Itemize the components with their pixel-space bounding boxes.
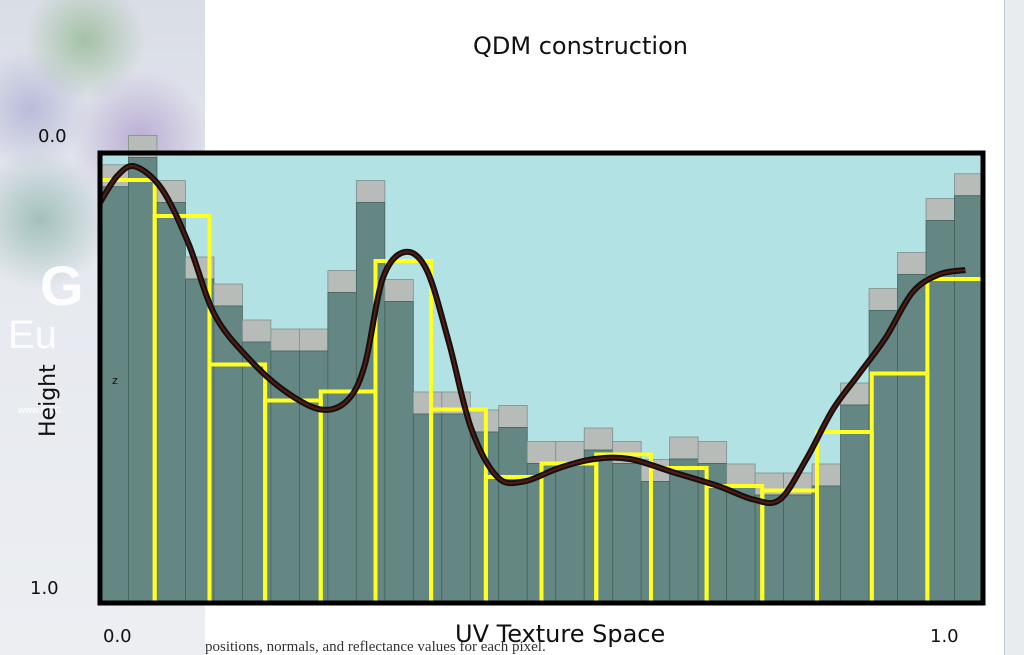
fine-bar [726,485,756,604]
y-tick-top: 0.0 [38,126,67,147]
x-axis-label: UV Texture Space [455,620,666,648]
fine-bar [754,494,785,604]
fine-height-bars [99,135,984,604]
fine-bar-top [498,405,528,428]
y-tick-bottom: 1.0 [30,578,59,599]
fine-bar-top [868,288,898,311]
fine-bar [384,301,414,604]
conference-logo-text: Eu [8,313,57,357]
fine-bar [213,305,243,604]
fine-bar-top [954,173,984,197]
fine-bar-top [327,270,357,293]
fine-bar-top [384,279,414,302]
fine-bar [412,413,443,604]
fine-bar-top [583,427,614,451]
fine-bar [583,449,614,604]
height-curve-core [99,164,966,505]
x-tick-right: 1.0 [930,626,959,647]
conference-logo-mark: G [40,254,84,317]
fine-bar [128,157,158,604]
fine-bar [897,274,927,604]
fine-bar [99,186,129,604]
fine-bar-top [669,436,699,460]
slide-caption-fragment: positions, normals, and reflectance valu… [205,639,546,655]
fine-bar-top [270,328,300,352]
fine-bar [925,220,955,604]
fine-bar-top [697,441,728,464]
y-axis-label: Height [36,364,61,437]
fine-bar [954,195,984,604]
fine-bar [640,481,671,604]
fine-bar [669,458,699,604]
fine-bar-top [242,319,272,343]
conference-url: www.GDC [18,405,62,415]
fine-bar-top [298,328,329,352]
fine-bar [783,494,813,604]
fine-bar-top [897,252,927,275]
fine-bar [156,202,186,604]
fine-bar [441,413,471,604]
fine-bar [555,463,585,604]
x-tick-left: 0.0 [103,626,132,647]
fine-bar [355,202,386,604]
diagram-title: QDM construction [473,32,688,60]
fine-bar [298,350,329,604]
fine-bar [327,292,357,604]
plot-frame [97,150,986,606]
fine-bar-top [355,180,386,203]
fine-bar [612,463,642,604]
fine-bar [498,427,528,604]
fine-bar-top [925,198,955,221]
z-annotation: z [112,374,118,387]
fine-bar-top [213,283,243,307]
fine-bar-top [526,441,557,464]
fine-bar [840,404,870,604]
fine-bar-top [726,463,756,487]
